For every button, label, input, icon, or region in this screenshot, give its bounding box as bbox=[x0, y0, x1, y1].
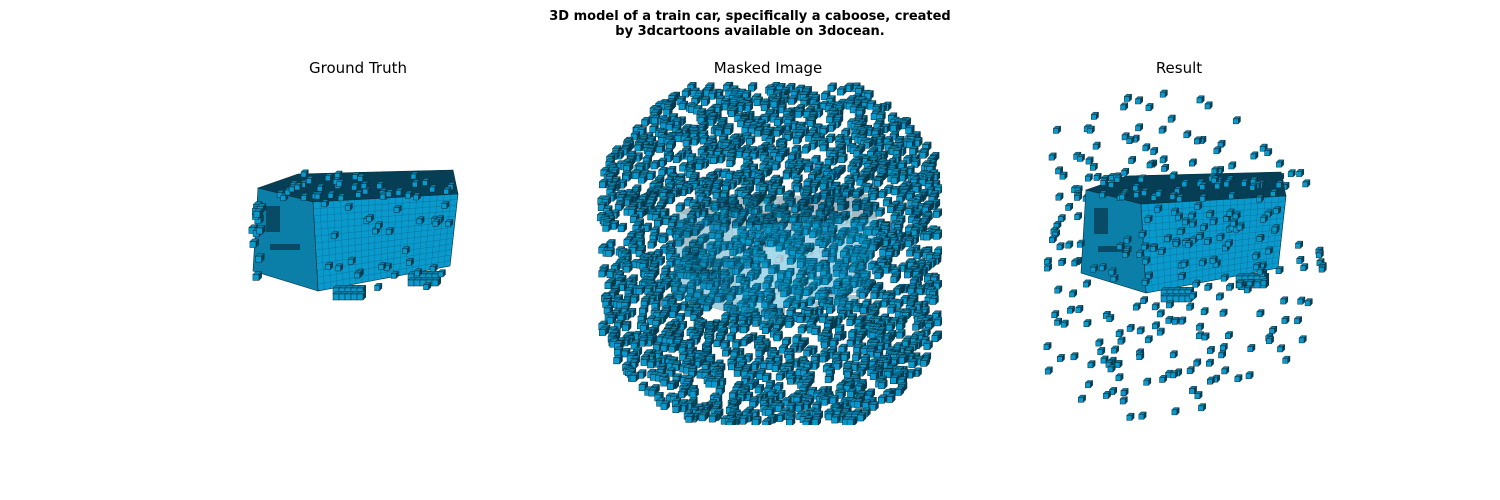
result-voxel-render bbox=[1043, 89, 1327, 421]
ground-truth-title: Ground Truth bbox=[309, 59, 407, 77]
figure-title: 3D model of a train car, specifically a … bbox=[0, 9, 1500, 39]
masked-image-title: Masked Image bbox=[713, 59, 823, 77]
figure-title-line-2: by 3dcartoons available on 3docean. bbox=[615, 24, 885, 39]
result-title: Result bbox=[1155, 59, 1203, 77]
masked-image-voxel-render bbox=[597, 81, 942, 425]
figure-title-line-1: 3D model of a train car, specifically a … bbox=[549, 9, 951, 24]
ground-truth-voxel-render bbox=[248, 169, 459, 301]
